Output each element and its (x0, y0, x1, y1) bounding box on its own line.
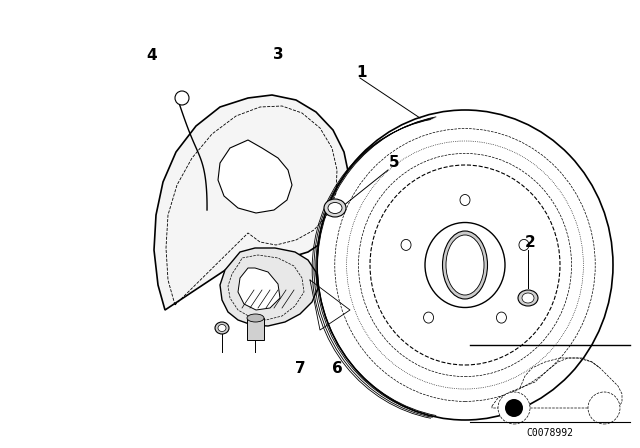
Ellipse shape (328, 202, 342, 214)
Ellipse shape (497, 312, 506, 323)
Text: C0078992: C0078992 (527, 428, 573, 438)
Polygon shape (247, 318, 264, 340)
Circle shape (175, 91, 189, 105)
Ellipse shape (317, 110, 613, 420)
Polygon shape (238, 268, 280, 310)
Text: 3: 3 (273, 47, 284, 61)
Text: 6: 6 (332, 361, 342, 375)
Ellipse shape (215, 322, 229, 334)
Polygon shape (154, 95, 349, 310)
Polygon shape (220, 248, 318, 326)
Ellipse shape (522, 293, 534, 303)
Ellipse shape (460, 194, 470, 206)
Text: 7: 7 (294, 361, 305, 375)
Ellipse shape (442, 231, 488, 299)
Ellipse shape (247, 314, 264, 322)
Ellipse shape (324, 199, 346, 217)
Text: 4: 4 (147, 47, 157, 63)
Ellipse shape (425, 223, 505, 307)
Polygon shape (218, 140, 292, 213)
Text: 5: 5 (388, 155, 399, 169)
Ellipse shape (518, 290, 538, 306)
Circle shape (498, 392, 530, 424)
Circle shape (505, 399, 523, 417)
Ellipse shape (218, 324, 226, 332)
Circle shape (588, 392, 620, 424)
Text: 2: 2 (525, 234, 536, 250)
Ellipse shape (519, 239, 529, 250)
Ellipse shape (446, 235, 484, 295)
Ellipse shape (401, 239, 411, 250)
Ellipse shape (424, 312, 433, 323)
Text: 1: 1 (356, 65, 367, 79)
